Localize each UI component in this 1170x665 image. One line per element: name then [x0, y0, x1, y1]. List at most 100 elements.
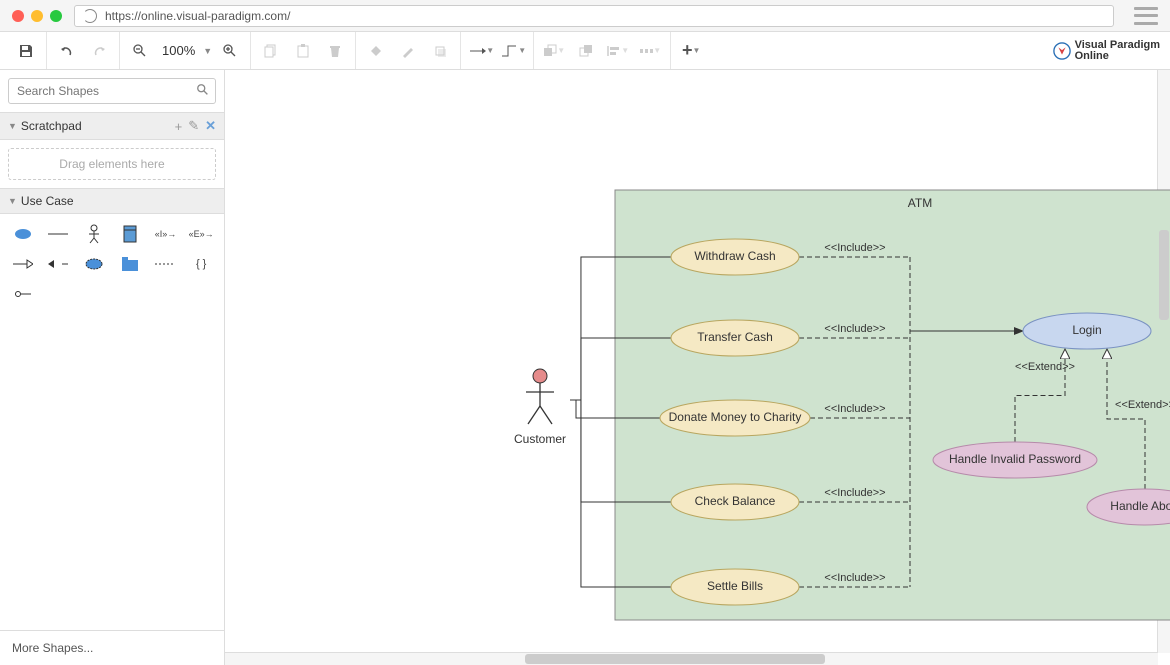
shape-palette: «I»→ «E»→ { } [0, 214, 224, 314]
shape-constraint-icon[interactable]: { } [186, 252, 216, 276]
undo-button[interactable] [53, 37, 81, 65]
actor-label: Customer [514, 432, 566, 446]
usecase-label: Login [1072, 323, 1101, 337]
maximize-window-icon[interactable] [50, 10, 62, 22]
browser-bar: https://online.visual-paradigm.com/ [0, 0, 1170, 32]
align-icon [607, 44, 621, 58]
usecase-label: Withdraw Cash [694, 249, 775, 263]
url-text: https://online.visual-paradigm.com/ [105, 9, 290, 23]
usecase-label: Donate Money to Charity [669, 410, 802, 424]
url-bar[interactable]: https://online.visual-paradigm.com/ [74, 5, 1114, 27]
zoom-out-icon [132, 43, 148, 59]
paste-button[interactable] [289, 37, 317, 65]
collapse-icon: ▼ [8, 196, 17, 206]
save-icon [18, 43, 34, 59]
close-scratch-icon[interactable]: ✕ [205, 118, 216, 134]
extend-label: <<Extend>> [1015, 361, 1075, 373]
copy-icon [264, 44, 278, 58]
more-shapes-label: More Shapes... [12, 641, 93, 655]
fill-button[interactable] [362, 37, 390, 65]
include-label: <<Include>> [824, 572, 885, 584]
redo-button[interactable] [85, 37, 113, 65]
shape-package-icon[interactable] [115, 252, 145, 276]
main-layout: ▼ Scratchpad + ✎ ✕ Drag elements here ▼ … [0, 70, 1170, 665]
scratchpad-header[interactable]: ▼ Scratchpad + ✎ ✕ [0, 112, 224, 140]
shape-usecase-icon[interactable] [8, 222, 38, 246]
menu-icon[interactable] [1134, 7, 1158, 25]
shadow-button[interactable] [426, 37, 454, 65]
redo-icon [91, 43, 107, 59]
canvas[interactable]: ATM Customer <<Include>> <<Include>> <<Inclu… [225, 70, 1170, 665]
add-scratch-icon[interactable]: + [175, 119, 183, 134]
shape-realization-icon[interactable] [44, 252, 74, 276]
stroke-button[interactable] [394, 37, 422, 65]
shape-collaboration-icon[interactable] [79, 252, 109, 276]
shadow-icon [433, 44, 447, 58]
search-shapes [8, 78, 216, 104]
waypoint-icon [500, 44, 518, 58]
pencil-icon [401, 44, 415, 58]
scratchpad-dropzone[interactable]: Drag elements here [8, 148, 216, 180]
usecase-label: Transfer Cash [697, 330, 773, 344]
vertical-scrollbar[interactable] [1159, 230, 1169, 320]
shape-association-icon[interactable] [44, 222, 74, 246]
save-button[interactable] [12, 37, 40, 65]
copy-button[interactable] [257, 37, 285, 65]
reload-icon[interactable] [83, 9, 97, 23]
include-label: <<Include>> [824, 487, 885, 499]
logo-text-1: Visual Paradigm [1075, 40, 1160, 51]
distribute-button[interactable]: ▼ [636, 37, 664, 65]
shape-include-icon[interactable]: «I»→ [151, 222, 181, 246]
sidebar: ▼ Scratchpad + ✎ ✕ Drag elements here ▼ … [0, 70, 225, 665]
include-label: <<Include>> [824, 323, 885, 335]
distribute-icon [639, 44, 653, 58]
logo-text-2: Online [1075, 51, 1160, 62]
usecase-label: Check Balance [695, 494, 776, 508]
shape-dependency-icon[interactable] [151, 252, 181, 276]
undo-icon [59, 43, 75, 59]
system-boundary-label: ATM [908, 196, 932, 210]
edit-scratch-icon[interactable]: ✎ [188, 118, 199, 134]
connector-button[interactable]: ▼ [467, 37, 495, 65]
arrow-icon [468, 44, 486, 58]
diagram[interactable]: ATM Customer <<Include>> <<Include>> <<Inclu… [225, 70, 1170, 665]
shape-system-icon[interactable] [115, 222, 145, 246]
include-label: <<Include>> [824, 242, 885, 254]
logo[interactable]: Visual Paradigm Online [1053, 40, 1160, 62]
back-button[interactable] [572, 37, 600, 65]
zoom-in-button[interactable] [216, 37, 244, 65]
extend-label: <<Extend>> [1115, 399, 1170, 411]
shape-actor-icon[interactable] [79, 222, 109, 246]
add-button[interactable]: +▼ [677, 37, 705, 65]
more-shapes-button[interactable]: More Shapes... [0, 630, 224, 665]
zoom-in-icon [222, 43, 238, 59]
shape-extend-icon[interactable]: «E»→ [186, 222, 216, 246]
fill-icon [369, 44, 383, 58]
minimize-window-icon[interactable] [31, 10, 43, 22]
scratchpad-label: Scratchpad [21, 119, 169, 133]
shape-anchor-icon[interactable] [8, 282, 38, 306]
close-window-icon[interactable] [12, 10, 24, 22]
toolbar: 100% ▼ ▼ ▼ ▼ ▼ ▼ +▼ Visual Paradigm Onli… [0, 32, 1170, 70]
usecase-header[interactable]: ▼ Use Case [0, 188, 224, 214]
delete-button[interactable] [321, 37, 349, 65]
usecase-label: Handle Abort [1110, 499, 1170, 513]
search-input[interactable] [8, 78, 216, 104]
window-controls [12, 10, 62, 22]
align-button[interactable]: ▼ [604, 37, 632, 65]
usecase-label: Handle Invalid Password [949, 452, 1081, 466]
shape-generalization-icon[interactable] [8, 252, 38, 276]
front-button[interactable]: ▼ [540, 37, 568, 65]
drag-hint: Drag elements here [59, 157, 164, 171]
zoom-label[interactable]: 100% [158, 43, 199, 58]
paste-icon [296, 44, 310, 58]
zoom-dropdown-icon[interactable]: ▼ [203, 46, 212, 56]
front-icon [543, 44, 557, 58]
search-icon[interactable] [196, 83, 210, 100]
zoom-out-button[interactable] [126, 37, 154, 65]
horizontal-scrollbar[interactable] [525, 654, 825, 664]
usecase-label: Settle Bills [707, 579, 763, 593]
waypoint-button[interactable]: ▼ [499, 37, 527, 65]
actor-head[interactable] [533, 369, 547, 383]
logo-icon [1053, 42, 1071, 60]
